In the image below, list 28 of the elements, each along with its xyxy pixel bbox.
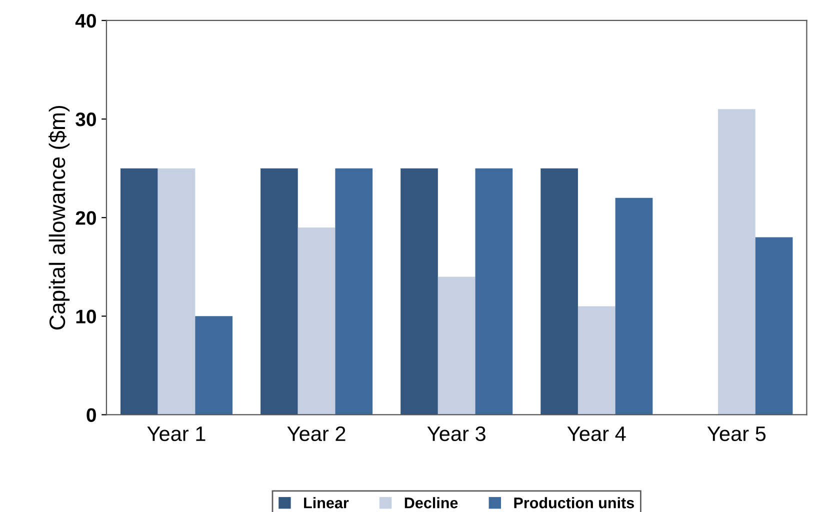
x-tick-label: Year 3: [427, 426, 486, 442]
legend-label: Production units: [514, 497, 634, 508]
y-tick-label: 20: [76, 211, 96, 225]
y-axis-title: Capital allowance ($m): [48, 106, 70, 330]
bar: [400, 168, 438, 415]
bar: [718, 109, 756, 415]
legend-label: Linear: [304, 497, 349, 508]
bar: [615, 198, 653, 415]
y-tick-label: 30: [76, 112, 96, 126]
bar: [755, 237, 793, 415]
bar: [298, 227, 336, 415]
bar: [475, 168, 513, 415]
bar: [438, 276, 476, 415]
y-tick-label: 0: [86, 408, 96, 422]
x-tick-label: Year 4: [567, 426, 626, 442]
x-tick-label: Year 1: [147, 426, 206, 442]
bar: [540, 168, 578, 415]
legend-label: Decline: [404, 497, 458, 508]
y-tick-label: 10: [76, 310, 96, 324]
bar: [335, 168, 373, 415]
x-tick-label: Year 5: [707, 426, 766, 442]
bar: [260, 168, 298, 415]
bar: [120, 168, 158, 415]
bar: [578, 306, 616, 415]
y-tick-label: 40: [75, 14, 96, 28]
bar: [195, 316, 233, 415]
bar: [158, 168, 196, 415]
x-tick-label: Year 2: [287, 426, 346, 442]
